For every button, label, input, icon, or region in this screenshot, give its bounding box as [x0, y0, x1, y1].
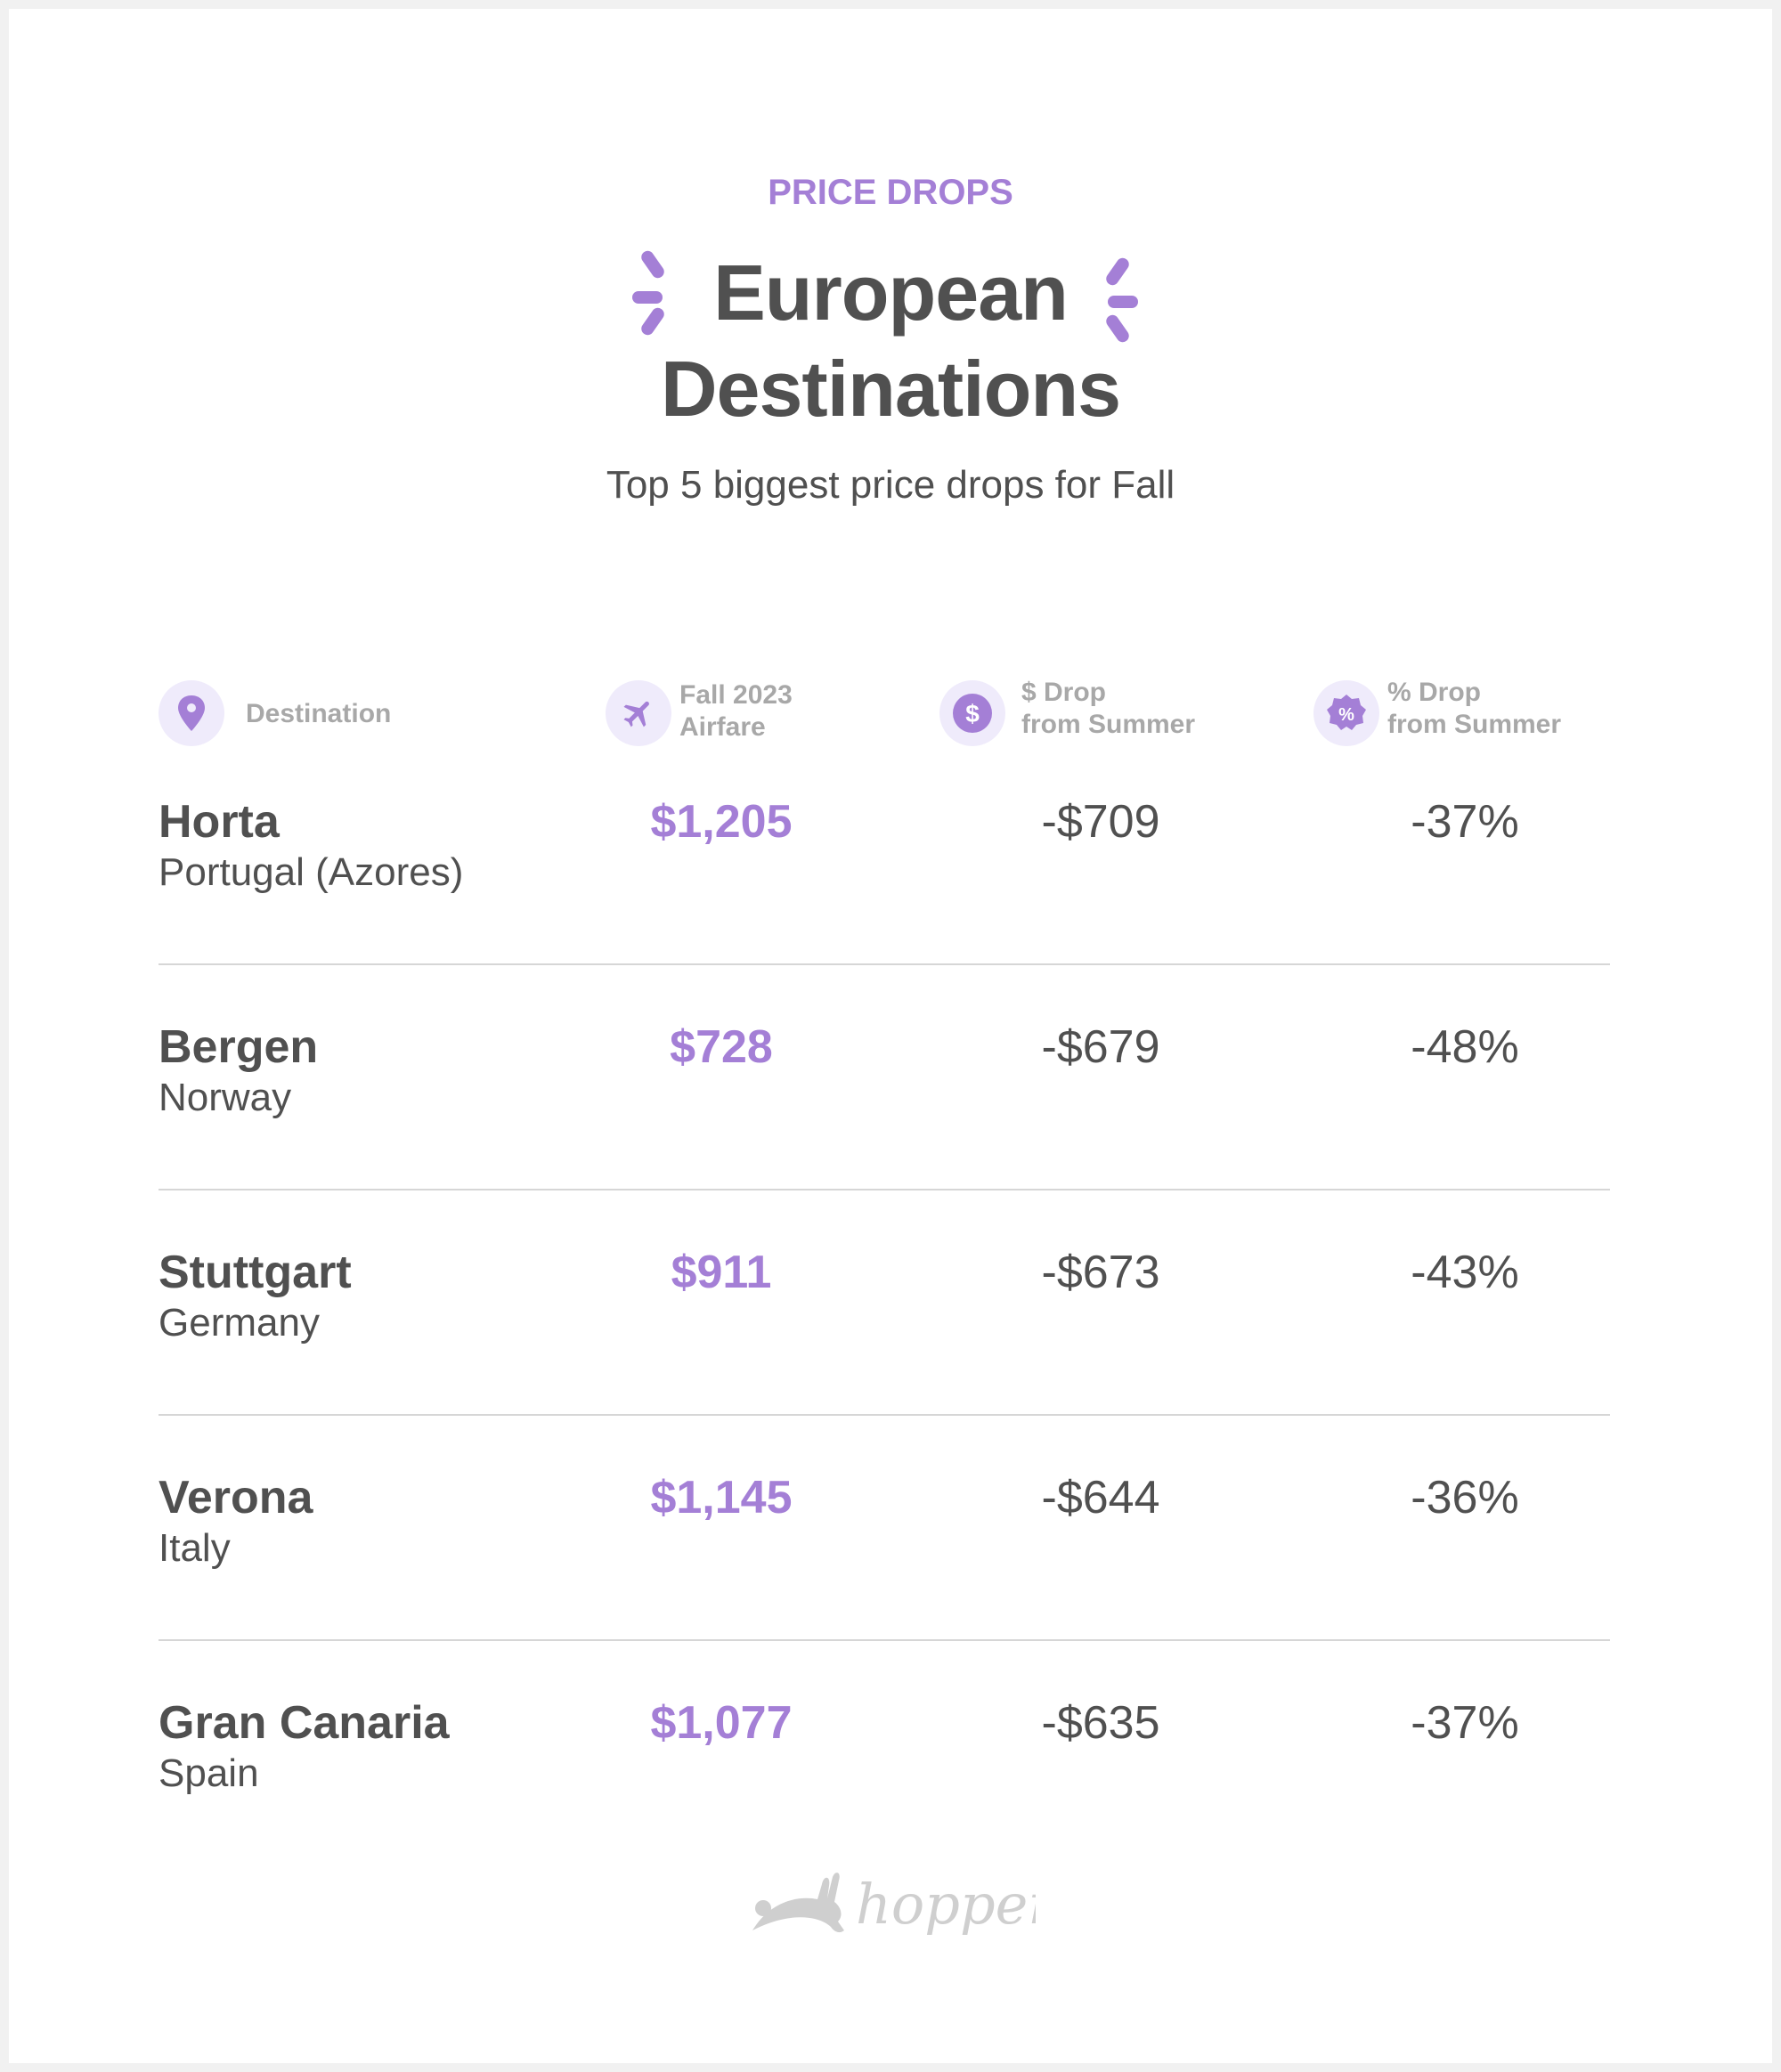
fall-airfare: $728 — [670, 1021, 773, 1073]
hopper-logo: hopper — [751, 1868, 1057, 1948]
header-fare-line1: Fall 2023 — [679, 680, 793, 710]
table-row: Bergen Norway $728 -$679 -48% — [159, 1020, 1610, 1246]
header-dollar-drop-line2: from Summer — [1021, 710, 1196, 739]
percent-drop: -48% — [1411, 1021, 1519, 1073]
percent-badge-icon: % — [1313, 680, 1379, 746]
table-row: Verona Italy $1,145 -$644 -36% — [159, 1471, 1610, 1696]
header-percent-drop: % Drop from Summer — [1387, 677, 1561, 741]
subtitle: Top 5 biggest price drops for Fall — [606, 463, 1175, 507]
row-divider — [159, 1414, 1610, 1416]
header-percent-drop-line1: % Drop — [1387, 678, 1481, 707]
dollar-drop: -$673 — [1041, 1247, 1160, 1298]
row-divider — [159, 1639, 1610, 1641]
country-name: Portugal (Azores) — [159, 850, 464, 894]
dollar-icon: $ — [939, 680, 1005, 746]
header-dollar-drop: $ Drop from Summer — [1021, 677, 1195, 741]
country-name: Norway — [159, 1076, 292, 1119]
infographic-card — [9, 9, 1772, 2063]
page-title-line1: European — [713, 248, 1069, 337]
city-name: Gran Canaria — [159, 1697, 450, 1749]
dollar-drop: -$709 — [1041, 796, 1160, 848]
city-name: Bergen — [159, 1021, 319, 1073]
row-divider — [159, 1189, 1610, 1190]
percent-drop: -37% — [1411, 1697, 1519, 1749]
page-title-line2: Destinations — [660, 345, 1121, 433]
table-row: Stuttgart Germany $911 -$673 -43% — [159, 1246, 1610, 1471]
fall-airfare: $1,145 — [650, 1472, 793, 1524]
kicker-label: PRICE DROPS — [768, 173, 1013, 212]
header-percent-drop-line2: from Summer — [1387, 710, 1562, 739]
table-row: Gran Canaria Spain $1,077 -$635 -37% — [159, 1696, 1610, 1922]
percent-drop: -36% — [1411, 1472, 1519, 1524]
city-name: Stuttgart — [159, 1247, 352, 1298]
fall-airfare: $1,077 — [650, 1697, 793, 1749]
percent-drop: -37% — [1411, 796, 1519, 848]
sparkle-icon — [1108, 296, 1138, 308]
percent-drop: -43% — [1411, 1247, 1519, 1298]
header-fare: Fall 2023 Airfare — [679, 679, 793, 743]
header-dollar-drop-line1: $ Drop — [1021, 678, 1107, 707]
dollar-drop: -$635 — [1041, 1697, 1160, 1749]
city-name: Verona — [159, 1472, 313, 1524]
logo-wordmark: hopper — [856, 1872, 1036, 1937]
fall-airfare: $1,205 — [650, 796, 793, 848]
bunny-icon: hopper — [752, 1872, 1057, 1937]
map-pin-icon — [159, 680, 224, 746]
dollar-drop: -$644 — [1041, 1472, 1160, 1524]
country-name: Spain — [159, 1751, 259, 1795]
header-destination: Destination — [246, 699, 392, 728]
dollar-drop: -$679 — [1041, 1021, 1160, 1073]
svg-text:$: $ — [965, 700, 980, 727]
country-name: Germany — [159, 1301, 320, 1345]
city-name: Horta — [159, 796, 280, 848]
fall-airfare: $911 — [671, 1247, 772, 1298]
sparkle-icon — [632, 291, 663, 304]
airplane-icon — [606, 680, 671, 746]
row-divider — [159, 963, 1610, 965]
header-fare-line2: Airfare — [679, 712, 766, 742]
svg-text:%: % — [1338, 705, 1354, 725]
table-row: Horta Portugal (Azores) $1,205 -$709 -37… — [159, 795, 1610, 1020]
country-name: Italy — [159, 1526, 231, 1570]
